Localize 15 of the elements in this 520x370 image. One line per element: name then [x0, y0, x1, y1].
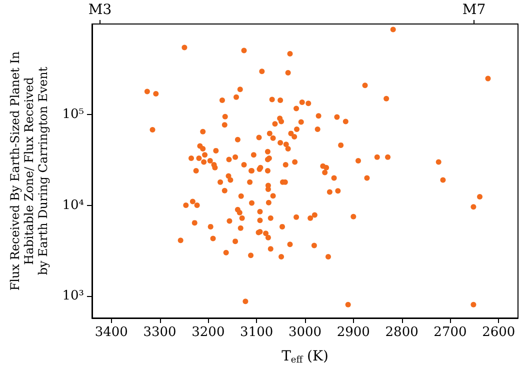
x-tick-label: 2900 — [336, 325, 370, 340]
x-tick-label: 3100 — [240, 325, 274, 340]
y-tick-label: 10⁵ — [62, 107, 84, 122]
y-tick-label: 10³ — [62, 288, 84, 304]
x-tick-label: 3400 — [94, 325, 128, 340]
text: M7 — [462, 2, 486, 18]
y-tick-label: 10⁴ — [62, 198, 84, 213]
x-tick-label: 3000 — [288, 325, 322, 340]
x-tick-label: 2600 — [482, 325, 516, 340]
text: M3 — [88, 2, 112, 18]
x-tick-label: 3200 — [192, 325, 225, 340]
y-axis-title: Flux Received By Earth-Sized Planet In Habitable Zone/ Flux Received by Earth During Carrington Event — [8, 51, 50, 291]
x-tick-label: 3300 — [143, 325, 176, 340]
x-tick-label: 2700 — [434, 325, 467, 340]
x-tick-label: 2800 — [385, 325, 418, 340]
